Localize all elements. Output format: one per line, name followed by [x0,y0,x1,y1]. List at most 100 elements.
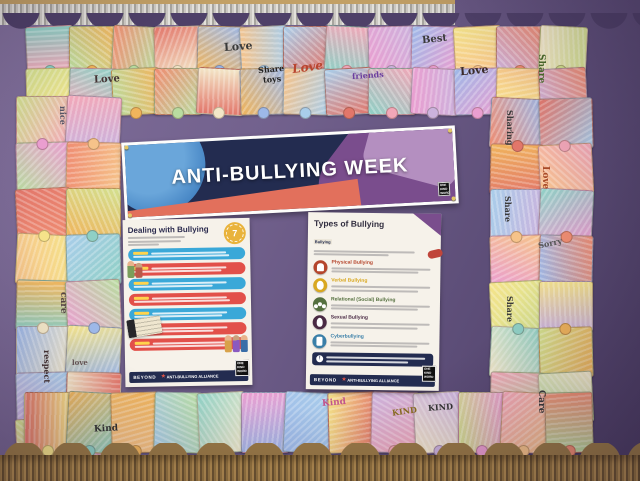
alliance-star-icon: ★ [161,373,166,380]
one-kind-word-badge-small: ONE KIND WORD [437,181,451,197]
puzzle-tab [36,137,49,151]
left-poster-title: Dealing with Bullying [127,224,209,236]
puzzle-word: love [72,358,88,367]
puzzle-tab [509,231,523,244]
seven-tips-badge: 7 [225,224,244,243]
tip-strip [128,276,246,292]
bullying-type-row: Sexual Bullying [312,314,434,331]
puzzle-tab [558,322,572,335]
puzzle-tab [86,229,99,243]
banner-artwork: ANTI-BULLYING WEEK ONE KIND WORD [124,128,456,218]
group-icon [312,296,328,311]
tip-strip [128,246,246,262]
puzzle-tab [511,322,525,335]
anti-bullying-alliance-logo: ★ ANTI-BULLYING ALLIANCE [341,376,400,384]
puzzle-word: Love [540,166,550,190]
top-frame-bar [0,0,455,5]
bullying-type-name: Physical Bullying [331,258,373,266]
puzzle-piece [65,137,122,194]
puzzle-word: Care [536,390,546,414]
puzzle-tab [37,229,51,243]
intro-lead-word: Bullying [313,239,332,245]
puzzle-piece [16,322,71,377]
poster-red-shape-decor [426,248,444,260]
puzzle-piece [489,231,545,287]
bullying-type-name: Sexual Bullying [330,314,369,321]
bullying-type-info: Relational (Social) Bullying [330,295,434,311]
puzzle-word: nice [58,106,68,125]
puzzle-word: Kind [321,396,347,410]
right-poster-footer: BEYOND ★ ANTI-BULLYING ALLIANCE [309,374,435,387]
two-children-illustration [127,260,143,279]
puzzle-piece [65,229,122,286]
puzzle-piece [14,229,73,287]
puzzle-tab [171,107,184,119]
group-of-children-illustration [224,334,249,353]
bullying-type-name: Relational (Social) Bullying [330,295,396,303]
puzzle-piece [409,66,460,120]
puzzle-tab [213,106,226,120]
left-poster-subtitle-lines [127,236,188,247]
puzzle-piece [367,25,417,78]
bullying-type-row: Verbal Bullying [313,277,434,294]
puzzle-tab [37,322,49,334]
puzzle-tab [426,106,440,120]
info-note-text-lines [326,355,429,363]
right-poster-intro: Bullying [313,230,418,257]
puzzle-word: care [58,292,68,314]
alliance-star-icon: ★ [341,376,347,383]
bullying-type-info: Physical Bullying [331,258,434,274]
tip-strip [128,291,247,307]
exclamation-icon: ! [316,354,324,362]
puzzle-tab [343,106,357,120]
gold-corrugated-trim [0,455,640,481]
beyond-logo: BEYOND [133,374,157,380]
bullying-type-name: Verbal Bullying [331,277,368,284]
tip-strip [128,261,246,277]
puzzle-piece [15,137,72,194]
bullying-type-row: Relational (Social) Bullying [312,295,434,313]
bullying-types-list: Physical Bullying Verbal Bullying Relation… [312,258,434,350]
puzzle-word: Kind [93,423,119,435]
types-of-bullying-poster: Types of Bullying Bullying Physical Bull… [305,212,444,391]
one-kind-word-badge: ONE KIND WORD [235,359,250,377]
left-poster-header: Dealing with Bullying 7 [127,224,245,247]
puzzle-tab [299,106,312,120]
puzzle-word: Sharing [505,110,515,146]
puzzle-word: Love [223,39,253,54]
puzzle-tab [385,107,398,119]
bullying-type-name: Cyberbullying [330,332,364,340]
person-icon [312,315,327,330]
anti-bullying-alliance-logo: ★ ANTI-BULLYING ALLIANCE [161,373,219,380]
puzzle-tab [557,139,571,153]
puzzle-piece [68,26,117,77]
puzzle-piece [153,25,203,78]
bullying-type-row: Cyberbullying [312,332,433,350]
phone-icon [312,333,327,348]
puzzle-word: Love [459,62,489,79]
puzzle-word: toys [262,73,282,85]
puzzle-word: Love [93,73,121,86]
puzzle-piece [282,26,331,77]
info-note: ! [312,351,434,367]
bullying-type-info: Sexual Bullying [330,314,434,330]
puzzle-word: Share [505,296,515,323]
left-poster-footer: BEYOND ★ ANTI-BULLYING ALLIANCE [129,369,249,384]
puzzle-tab [87,137,100,151]
puzzle-tab [87,321,101,335]
beyond-logo: BEYOND [313,377,337,383]
puzzle-tab [257,106,270,120]
puzzle-word: KIND [427,401,454,413]
puzzle-tab [471,106,484,120]
bullying-type-row: Physical Bullying [313,258,434,276]
bullying-type-info: Cyberbullying [330,332,433,348]
puzzle-word: respect [42,350,52,384]
hand-icon [313,259,328,274]
anti-bullying-week-banner: ANTI-BULLYING WEEK ONE KIND WORD [121,125,459,221]
puzzle-tab [129,106,143,120]
bullying-type-info: Verbal Bullying [331,277,434,293]
open-book-illustration [126,315,163,339]
puzzle-piece [64,321,123,379]
poster-corner-triangle-decor [412,213,442,236]
